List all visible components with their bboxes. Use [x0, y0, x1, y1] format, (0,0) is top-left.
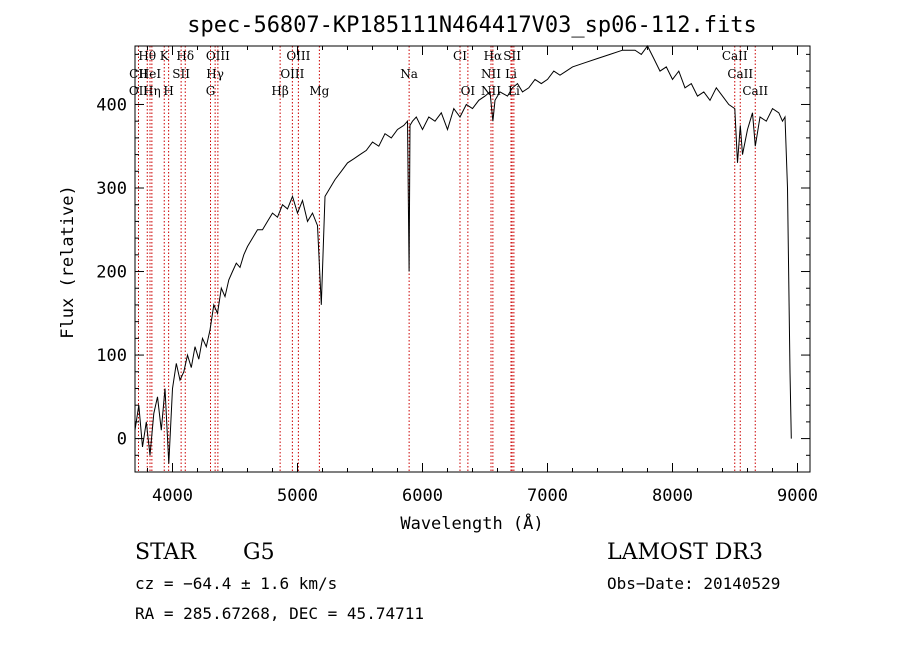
line-label-H-eta: Hη — [143, 84, 161, 98]
y-axis: 0 100 200 300 400 — [96, 53, 810, 473]
line-label-Na: Na — [400, 67, 418, 81]
x-tick-label: 7000 — [527, 486, 568, 506]
line-label-Li: Li — [505, 67, 517, 81]
y-tick-label: 0 — [117, 430, 127, 450]
observation-date: Obs−Date: 20140529 — [607, 574, 781, 593]
line-label-K: K — [160, 49, 170, 63]
survey-name: LAMOST DR3 — [607, 540, 763, 565]
chart-title: spec-56807-KP185111N464417V03_sp06-112.f… — [187, 13, 757, 38]
x-axis-label: Wavelength (Å) — [400, 512, 543, 534]
line-label-H: H — [163, 84, 173, 98]
line-label-OIII-b: OIII — [280, 67, 304, 81]
line-label-HeI: HeI — [139, 67, 162, 81]
emission-line-markers — [138, 46, 756, 472]
line-label-OIII-a: OIII — [206, 49, 230, 63]
line-label-H-alpha: Hα — [484, 49, 503, 63]
line-label-CaII-c: CaII — [742, 84, 768, 98]
x-axis: 4000 5000 6000 7000 8000 9000 — [147, 46, 818, 506]
plot-frame — [134, 45, 811, 473]
x-tick-label: 9000 — [777, 486, 818, 506]
y-axis-label: Flux (relative) — [58, 185, 78, 339]
line-label-OII: OII — [129, 84, 149, 98]
y-tick-label: 400 — [96, 95, 127, 115]
line-label-NII-b: NII — [481, 84, 501, 98]
line-label-SII: SII — [172, 67, 190, 81]
redshift-cz: cz = −64.4 ± 1.6 km/s — [135, 574, 338, 593]
y-tick-label: 100 — [96, 346, 127, 366]
line-label-CaII-b: CaII — [727, 67, 753, 81]
line-label-OIII-c: OIII — [286, 49, 310, 63]
line-label-G: G — [206, 84, 216, 98]
object-class: STAR — [135, 540, 196, 565]
x-tick-label: 4000 — [152, 486, 193, 506]
y-tick-label: 300 — [96, 179, 127, 199]
line-label-CI: CI — [453, 49, 467, 63]
x-tick-label: 8000 — [652, 486, 693, 506]
line-label-H-beta: Hβ — [271, 84, 288, 98]
y-tick-label: 200 — [96, 263, 127, 283]
line-label-H-delta: Hδ — [176, 49, 194, 63]
coordinates: RA = 285.67268, DEC = 45.74711 — [135, 604, 424, 623]
x-tick-label: 5000 — [277, 486, 318, 506]
object-subclass: G5 — [243, 540, 275, 565]
x-tick-label: 6000 — [402, 486, 443, 506]
line-label-NII-a: NII — [481, 67, 501, 81]
emission-line-labels: CII OII Hθ HeI Hη K H SII Hδ G Hγ OIII Hβ OIII OIII Mg N… — [129, 49, 769, 98]
line-label-H-theta: Hθ — [138, 49, 156, 63]
line-label-CII: CII — [129, 67, 148, 81]
line-label-SII-b: SII — [503, 49, 521, 63]
line-label-CaII-a: CaII — [722, 49, 748, 63]
spectrum-series-line — [134, 45, 792, 464]
line-label-Mg: Mg — [309, 84, 329, 98]
line-label-H-gamma: Hγ — [206, 67, 224, 81]
line-label-Li-b: Li — [508, 84, 520, 98]
line-label-OI: OI — [461, 84, 476, 98]
